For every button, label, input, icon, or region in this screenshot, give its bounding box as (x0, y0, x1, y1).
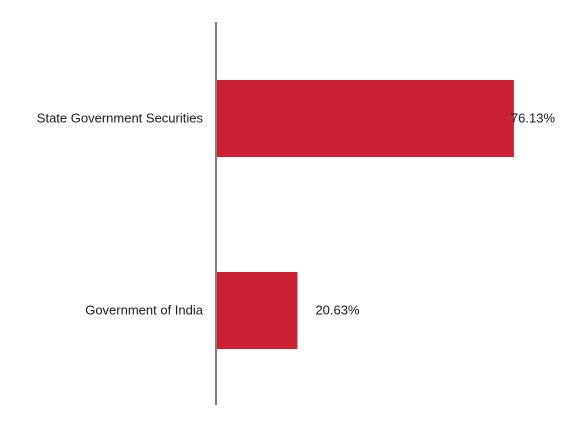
bar-1 (217, 272, 298, 349)
value-label-0: 76.13% (511, 111, 556, 126)
category-label-0: State Government Securities (37, 111, 204, 126)
bar-0 (217, 80, 514, 157)
labels-layer: State Government Securities 76.13% Governm… (37, 111, 556, 318)
bars-layer (217, 80, 514, 349)
value-label-1: 20.63% (315, 303, 360, 318)
category-label-1: Government of India (85, 303, 204, 318)
